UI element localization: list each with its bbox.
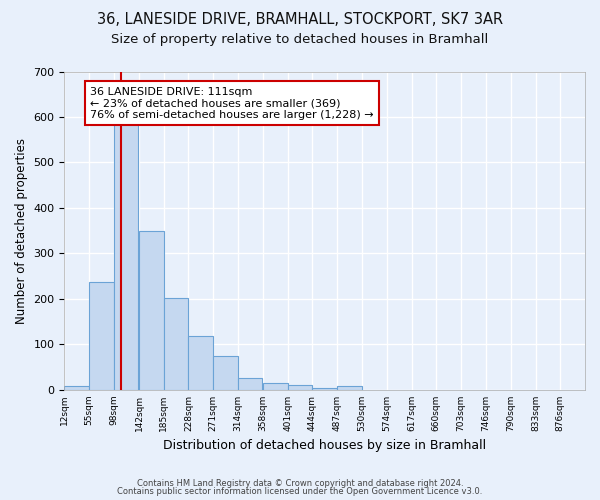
Bar [164, 298, 188, 390]
Y-axis label: Number of detached properties: Number of detached properties [15, 138, 28, 324]
Bar [114, 124, 139, 390]
Text: 36, LANESIDE DRIVE, BRAMHALL, STOCKPORT, SK7 3AR: 36, LANESIDE DRIVE, BRAMHALL, STOCKPORT,… [97, 12, 503, 28]
Bar [238, 378, 262, 390]
Bar [188, 336, 213, 390]
Text: Contains HM Land Registry data © Crown copyright and database right 2024.: Contains HM Land Registry data © Crown c… [137, 478, 463, 488]
Text: Size of property relative to detached houses in Bramhall: Size of property relative to detached ho… [112, 32, 488, 46]
Bar [213, 356, 238, 390]
Text: 36 LANESIDE DRIVE: 111sqm
← 23% of detached houses are smaller (369)
76% of semi: 36 LANESIDE DRIVE: 111sqm ← 23% of detac… [90, 86, 374, 120]
Bar [287, 386, 313, 390]
Bar [263, 382, 287, 390]
Bar [64, 386, 89, 390]
Bar [337, 386, 362, 390]
X-axis label: Distribution of detached houses by size in Bramhall: Distribution of detached houses by size … [163, 440, 486, 452]
Text: Contains public sector information licensed under the Open Government Licence v3: Contains public sector information licen… [118, 487, 482, 496]
Bar [313, 388, 337, 390]
Bar [139, 230, 164, 390]
Bar [89, 282, 114, 390]
